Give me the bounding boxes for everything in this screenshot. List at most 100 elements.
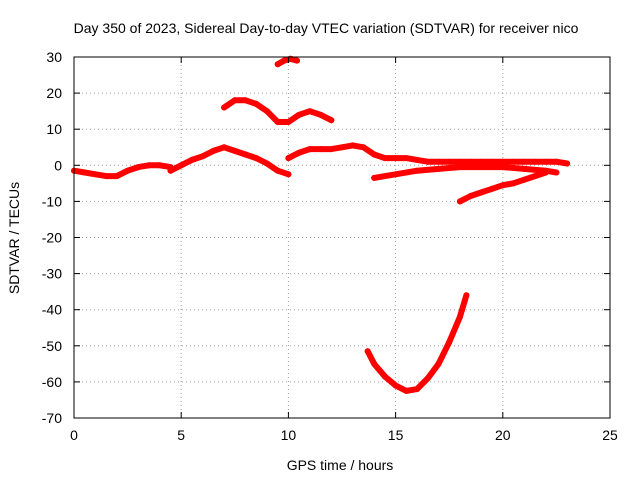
data-point	[499, 182, 506, 189]
data-point	[456, 158, 463, 165]
data-point	[274, 119, 281, 125]
data-point	[478, 158, 485, 165]
data-point	[210, 147, 217, 154]
data-point	[510, 158, 517, 165]
data-point	[264, 108, 270, 115]
data-point	[317, 146, 324, 153]
data-point	[221, 104, 228, 111]
data-point	[489, 185, 496, 192]
data-point	[274, 167, 281, 174]
data-point	[124, 167, 131, 174]
y-tick-label: 30	[46, 49, 62, 65]
data-point	[231, 147, 238, 154]
x-tick-label: 20	[495, 427, 511, 443]
data-point	[167, 167, 174, 174]
y-tick-label: 10	[46, 121, 62, 137]
data-point	[435, 360, 442, 367]
data-point	[146, 162, 152, 169]
data-point	[264, 160, 270, 167]
data-point	[306, 108, 313, 115]
data-point	[532, 158, 538, 165]
data-point	[113, 173, 120, 180]
data-point	[478, 189, 485, 196]
data-point	[521, 176, 528, 183]
data-point	[371, 174, 378, 181]
data-point	[392, 382, 399, 389]
data-point	[360, 144, 367, 151]
data-point	[242, 97, 249, 104]
data-point	[532, 173, 538, 180]
data-point	[381, 155, 388, 162]
data-point	[446, 339, 453, 346]
data-point	[456, 198, 463, 205]
data-point	[294, 57, 300, 64]
data-point	[414, 156, 420, 163]
data-point	[364, 348, 371, 355]
x-tick-label: 15	[388, 427, 404, 443]
data-point	[339, 144, 345, 151]
data-point	[285, 155, 292, 162]
axis-ticks: 0 5 10 15 20 25 -70 -60 -50 -40 -30 -20 -10 0 10 20 30	[42, 49, 618, 443]
data-point	[221, 144, 228, 151]
grid-lines	[74, 57, 610, 418]
data-point	[467, 193, 474, 199]
data-point	[296, 149, 303, 156]
data-point	[456, 313, 463, 320]
data-point	[285, 119, 292, 125]
y-tick-label: -30	[42, 266, 62, 282]
data-point	[231, 97, 238, 104]
data-point	[156, 162, 163, 169]
data-point	[328, 146, 335, 153]
y-tick-label: -10	[42, 193, 62, 209]
data-point	[446, 158, 453, 165]
data-point	[564, 160, 571, 167]
data-point	[281, 57, 288, 64]
data-point	[553, 169, 560, 176]
data-point	[435, 165, 442, 172]
y-tick-label: -40	[42, 302, 62, 318]
data-point	[435, 158, 442, 165]
data-point	[499, 158, 506, 165]
data-point	[253, 155, 260, 162]
data-point	[274, 61, 281, 68]
y-tick-label: -60	[42, 374, 62, 390]
data-point	[103, 173, 110, 180]
data-point	[285, 171, 292, 178]
data-series	[71, 55, 571, 394]
data-point	[510, 180, 517, 187]
y-axis-label: SDTVAR / TECUs	[6, 182, 22, 294]
data-point	[424, 375, 431, 382]
y-tick-label: -70	[42, 410, 62, 426]
data-point	[553, 158, 560, 165]
data-point	[328, 117, 335, 124]
series-track-1	[71, 162, 174, 180]
x-tick-label: 0	[70, 427, 78, 443]
data-point	[414, 386, 420, 393]
data-point	[296, 111, 303, 118]
y-tick-label: 20	[46, 85, 62, 101]
data-point	[392, 155, 399, 162]
data-point	[349, 142, 356, 149]
y-tick-label: -20	[42, 230, 62, 246]
data-point	[463, 292, 470, 299]
data-point	[371, 360, 378, 367]
data-point	[542, 169, 549, 176]
data-point	[489, 158, 496, 165]
data-point	[242, 151, 249, 158]
data-point	[499, 164, 506, 171]
data-point	[178, 162, 185, 169]
data-point	[381, 373, 388, 380]
y-tick-label: -50	[42, 338, 62, 354]
series-track-4	[274, 55, 300, 68]
x-tick-label: 25	[602, 427, 618, 443]
data-point	[306, 146, 313, 153]
data-point	[521, 158, 528, 165]
x-tick-label: 10	[281, 427, 297, 443]
series-track-6	[371, 164, 560, 181]
data-point	[392, 171, 399, 178]
data-point	[92, 171, 99, 178]
x-axis-label: GPS time / hours	[287, 457, 394, 473]
chart-title: Day 350 of 2023, Sidereal Day-to-day VTE…	[74, 20, 579, 36]
